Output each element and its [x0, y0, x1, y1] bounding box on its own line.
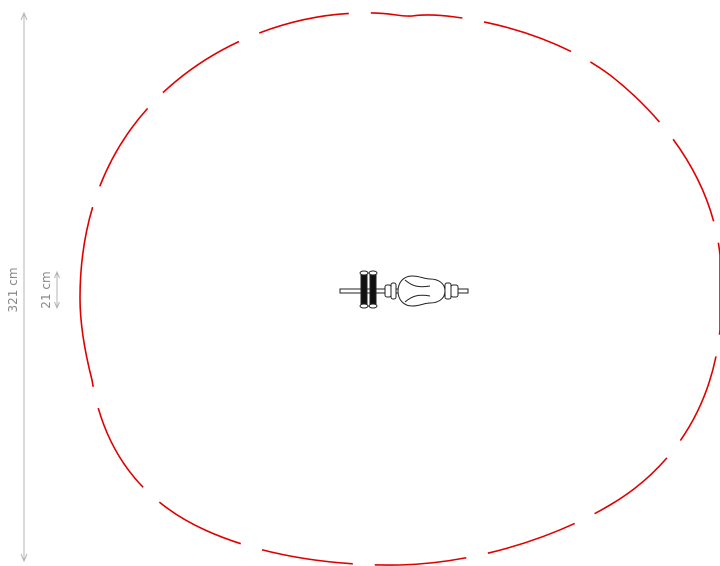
overall-height-label: 321 cm	[6, 267, 20, 312]
equipment-width-dimension: 21 cm	[39, 270, 60, 310]
fitness-equipment-top-view-icon	[339, 270, 469, 309]
roller-left-2	[369, 272, 377, 307]
roller-left-1	[360, 272, 368, 307]
overall-height-dimension: 321 cm	[6, 11, 28, 563]
equipment-width-label: 21 cm	[39, 271, 53, 308]
safety-zone-outline	[79, 12, 720, 566]
